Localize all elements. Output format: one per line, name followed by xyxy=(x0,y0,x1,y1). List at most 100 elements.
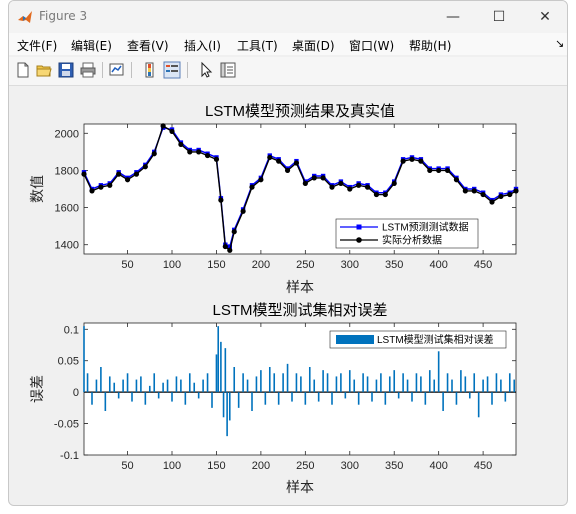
error-bar xyxy=(348,370,351,393)
error-bar xyxy=(251,392,253,411)
menu-view[interactable]: 查看(V) xyxy=(127,39,169,53)
chart-legend[interactable]: LSTM模型测试集相对误差 xyxy=(329,330,507,349)
error-bar xyxy=(513,379,516,393)
chart-legend[interactable]: LSTM预测测试数据 实际分析数据 xyxy=(335,218,479,249)
toolbar-separator xyxy=(102,62,103,78)
window-title: Figure 3 xyxy=(39,9,88,23)
error-bar xyxy=(162,382,164,393)
link-plot-icon[interactable] xyxy=(108,61,126,79)
actual-point xyxy=(462,188,468,194)
error-bar xyxy=(504,392,507,402)
error-bar xyxy=(477,392,480,418)
error-bar xyxy=(304,392,307,405)
maximize-button[interactable]: ☐ xyxy=(492,9,506,25)
error-bar xyxy=(180,379,182,393)
pointer-icon[interactable] xyxy=(197,61,215,79)
error-plot-axes: LSTM模型测试集相对误差 样本 误差 50 100 150 200 250 300 350… xyxy=(29,302,517,495)
menu-edit[interactable]: 编辑(E) xyxy=(71,39,112,53)
error-bar xyxy=(222,392,225,418)
save-icon[interactable] xyxy=(57,61,75,79)
legend-marker-actual xyxy=(356,237,362,243)
actual-point xyxy=(311,175,317,181)
error-bar xyxy=(202,379,204,393)
menu-window[interactable]: 窗口(W) xyxy=(349,39,395,53)
matlab-logo-icon xyxy=(18,11,32,23)
error-bar xyxy=(197,392,200,399)
error-bar xyxy=(393,370,396,393)
error-bar xyxy=(451,379,453,393)
error-bar xyxy=(117,392,120,399)
error-bar xyxy=(131,392,133,402)
actual-point xyxy=(471,188,477,194)
new-figure-icon[interactable] xyxy=(14,61,32,79)
error-bar xyxy=(384,392,387,405)
error-bar xyxy=(508,373,511,393)
menu-insert[interactable]: 插入(I) xyxy=(184,39,221,53)
chart-title: LSTM模型预测结果及真实值 xyxy=(205,102,395,120)
x-tick-label: 250 xyxy=(296,259,314,271)
dock-figure-button[interactable]: ↘ xyxy=(555,37,565,50)
menu-bar: 文件(F) 编辑(E) 查看(V) 插入(I) 工具(T) 桌面(D) 窗口(W… xyxy=(9,33,567,55)
error-bar xyxy=(86,373,89,393)
error-bar xyxy=(380,373,382,393)
x-tick-label: 250 xyxy=(296,460,314,472)
y-tick-label: 1800 xyxy=(55,165,79,177)
error-bar xyxy=(175,376,178,393)
chart-title: LSTM模型测试集相对误差 xyxy=(212,302,387,319)
x-tick-label: 450 xyxy=(474,259,492,271)
minimize-button[interactable]: — xyxy=(446,9,460,25)
actual-point xyxy=(364,184,371,190)
error-bar xyxy=(184,392,187,405)
actual-point xyxy=(151,151,157,157)
error-bar xyxy=(344,392,347,399)
error-bar xyxy=(340,373,342,393)
actual-point xyxy=(498,193,504,200)
close-button[interactable]: ✕ xyxy=(539,9,551,25)
actual-point xyxy=(133,171,140,177)
error-bar xyxy=(188,373,191,393)
actual-point xyxy=(302,180,308,187)
x-tick-label: 450 xyxy=(474,460,492,472)
insert-legend-icon[interactable] xyxy=(163,61,181,79)
menu-tools[interactable]: 工具(T) xyxy=(237,39,278,53)
error-bar xyxy=(375,379,378,393)
x-tick-label: 350 xyxy=(385,259,403,271)
actual-point xyxy=(218,197,224,203)
x-tick-label: 400 xyxy=(429,460,447,472)
error-bar xyxy=(148,385,151,393)
error-bar xyxy=(446,373,449,393)
error-bar xyxy=(406,379,409,393)
error-bar xyxy=(397,392,400,399)
actual-point xyxy=(142,164,148,170)
menu-desktop[interactable]: 桌面(D) xyxy=(292,39,335,53)
actual-point xyxy=(373,191,380,198)
menu-file[interactable]: 文件(F) xyxy=(17,39,58,53)
error-bar xyxy=(217,326,220,393)
error-bar xyxy=(264,392,267,405)
open-file-icon[interactable] xyxy=(35,61,53,79)
actual-point xyxy=(480,191,486,198)
toolbar-separator xyxy=(187,62,188,78)
property-inspector-icon[interactable] xyxy=(219,61,237,79)
y-tick-label: 0.1 xyxy=(64,324,79,336)
insert-colorbar-icon[interactable] xyxy=(141,61,159,79)
actual-point xyxy=(98,184,104,190)
figure-svg: LSTM模型预测结果及真实值 样本 数值 50 100 150 200 250 300 35… xyxy=(29,102,519,495)
prediction-point xyxy=(227,244,232,249)
actual-series-line xyxy=(83,124,517,252)
error-bar xyxy=(486,376,489,393)
error-bar xyxy=(473,373,476,393)
error-bar xyxy=(83,326,85,393)
error-bar xyxy=(433,379,436,393)
error-bar xyxy=(415,373,418,393)
actual-point xyxy=(267,154,273,161)
error-bar xyxy=(157,392,160,399)
x-axis-label: 样本 xyxy=(286,479,314,495)
error-bar xyxy=(460,370,462,393)
print-icon[interactable] xyxy=(79,61,97,79)
figure-canvas: LSTM模型预测结果及真实值 样本 数值 50 100 150 200 250 300 35… xyxy=(10,87,566,505)
menu-help[interactable]: 帮助(H) xyxy=(409,39,452,53)
actual-point xyxy=(382,191,388,198)
actual-point xyxy=(356,182,362,188)
error-bar xyxy=(237,392,240,408)
